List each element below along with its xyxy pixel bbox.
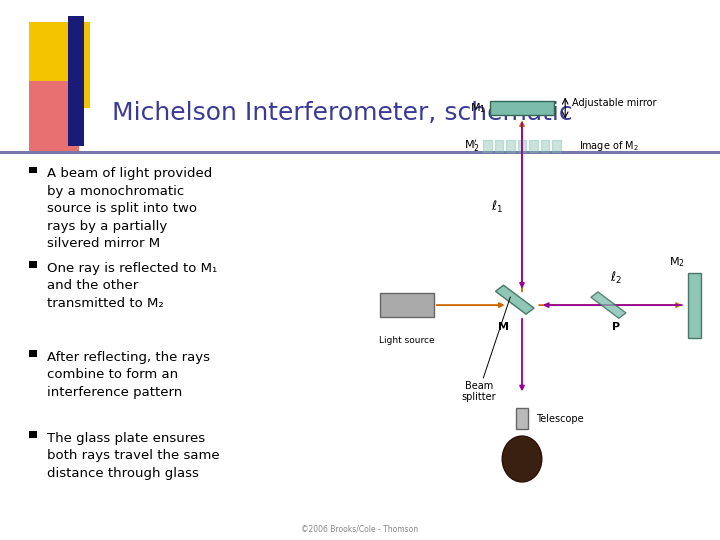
FancyBboxPatch shape [541,140,549,152]
FancyBboxPatch shape [29,350,37,357]
FancyBboxPatch shape [29,22,90,108]
FancyBboxPatch shape [516,408,528,429]
FancyBboxPatch shape [29,81,79,151]
FancyBboxPatch shape [68,16,84,146]
FancyBboxPatch shape [688,273,701,338]
FancyBboxPatch shape [0,151,720,154]
Text: $\ell_2$: $\ell_2$ [610,270,621,286]
FancyBboxPatch shape [552,140,561,152]
Text: M$_1$: M$_1$ [470,101,486,115]
Text: M$_2'$: M$_2'$ [464,138,480,154]
Text: Telescope: Telescope [536,414,583,423]
Text: The glass plate ensures
both rays travel the same
distance through glass: The glass plate ensures both rays travel… [47,432,220,480]
Polygon shape [495,285,534,314]
Text: Michelson Interferometer, schematic: Michelson Interferometer, schematic [112,102,572,125]
FancyBboxPatch shape [29,431,37,438]
Text: M$_2$: M$_2$ [669,255,685,269]
Text: After reflecting, the rays
combine to form an
interference pattern: After reflecting, the rays combine to fo… [47,351,210,399]
FancyBboxPatch shape [490,101,554,114]
Text: Image of M$_2$: Image of M$_2$ [579,139,639,153]
FancyBboxPatch shape [506,140,515,152]
Text: One ray is reflected to M₁
and the other
transmitted to M₂: One ray is reflected to M₁ and the other… [47,262,217,310]
FancyBboxPatch shape [529,140,538,152]
Text: Light source: Light source [379,336,435,345]
FancyBboxPatch shape [495,140,503,152]
FancyBboxPatch shape [518,140,526,152]
Text: A beam of light provided
by a monochromatic
source is split into two
rays by a p: A beam of light provided by a monochroma… [47,167,212,251]
FancyBboxPatch shape [483,140,492,152]
Text: P: P [611,322,620,332]
Ellipse shape [503,436,541,482]
Text: Beam
splitter: Beam splitter [462,381,496,402]
Text: ©2006 Brooks/Cole - Thomson: ©2006 Brooks/Cole - Thomson [302,524,418,534]
FancyBboxPatch shape [29,167,37,173]
Text: Adjustable mirror: Adjustable mirror [572,98,657,107]
Polygon shape [591,292,626,318]
FancyBboxPatch shape [380,293,433,317]
Text: M: M [498,322,510,332]
Text: $\ell_1$: $\ell_1$ [491,199,503,214]
FancyBboxPatch shape [29,261,37,268]
